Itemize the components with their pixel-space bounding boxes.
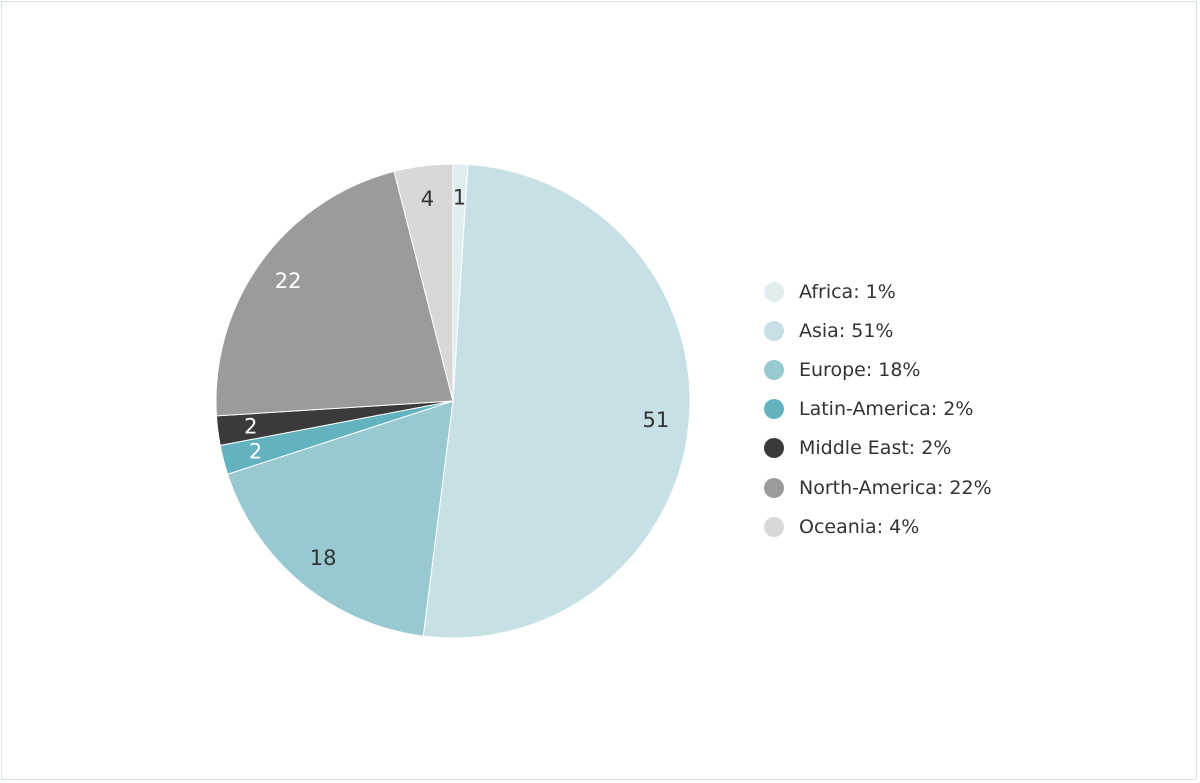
- pie-slice-asia: [422, 163, 691, 639]
- legend-swatch-north-america: [764, 477, 784, 498]
- legend-item-asia: Asia: 51%: [764, 311, 992, 350]
- legend-item-north-america: North-America: 22%: [764, 468, 992, 507]
- legend-item-oceania: Oceania: 4%: [764, 507, 992, 546]
- legend-label-oceania: Oceania: 4%: [799, 515, 920, 538]
- pie-slice-europe: [226, 400, 454, 637]
- legend-label-north-america: North-America: 22%: [799, 476, 992, 499]
- legend-item-europe: Europe: 18%: [764, 350, 992, 389]
- legend-item-latin-america: Latin-America: 2%: [764, 390, 992, 429]
- legend-swatch-latin-america: [764, 399, 784, 420]
- legend-swatch-asia: [764, 320, 784, 341]
- legend-label-europe: Europe: 18%: [799, 358, 921, 381]
- legend-item-africa: Africa: 1%: [764, 272, 992, 311]
- pie-slice-oceania: [393, 163, 454, 402]
- slice-label-north-america: 22: [275, 269, 302, 293]
- legend: Africa: 1% Asia: 51% Europe: 18% Latin-A…: [764, 272, 992, 546]
- slice-label-middle-east: 2: [244, 415, 257, 439]
- legend-label-africa: Africa: 1%: [799, 280, 896, 303]
- legend-swatch-europe: [764, 359, 784, 380]
- legend-label-asia: Asia: 51%: [799, 319, 894, 342]
- legend-swatch-africa: [764, 281, 784, 302]
- slice-label-latin-america: 2: [249, 440, 262, 464]
- pie-slices: [215, 163, 691, 639]
- slice-label-africa: 1: [453, 185, 466, 209]
- slice-label-oceania: 4: [421, 187, 434, 211]
- legend-label-middle-east: Middle East: 2%: [799, 437, 952, 460]
- legend-label-latin-america: Latin-America: 2%: [799, 398, 974, 421]
- slice-label-europe: 18: [310, 546, 337, 570]
- slice-label-asia: 51: [643, 408, 670, 432]
- legend-swatch-oceania: [764, 516, 784, 537]
- legend-swatch-middle-east: [764, 438, 784, 459]
- legend-item-middle-east: Middle East: 2%: [764, 429, 992, 468]
- pie-slice-north-america: [215, 170, 454, 417]
